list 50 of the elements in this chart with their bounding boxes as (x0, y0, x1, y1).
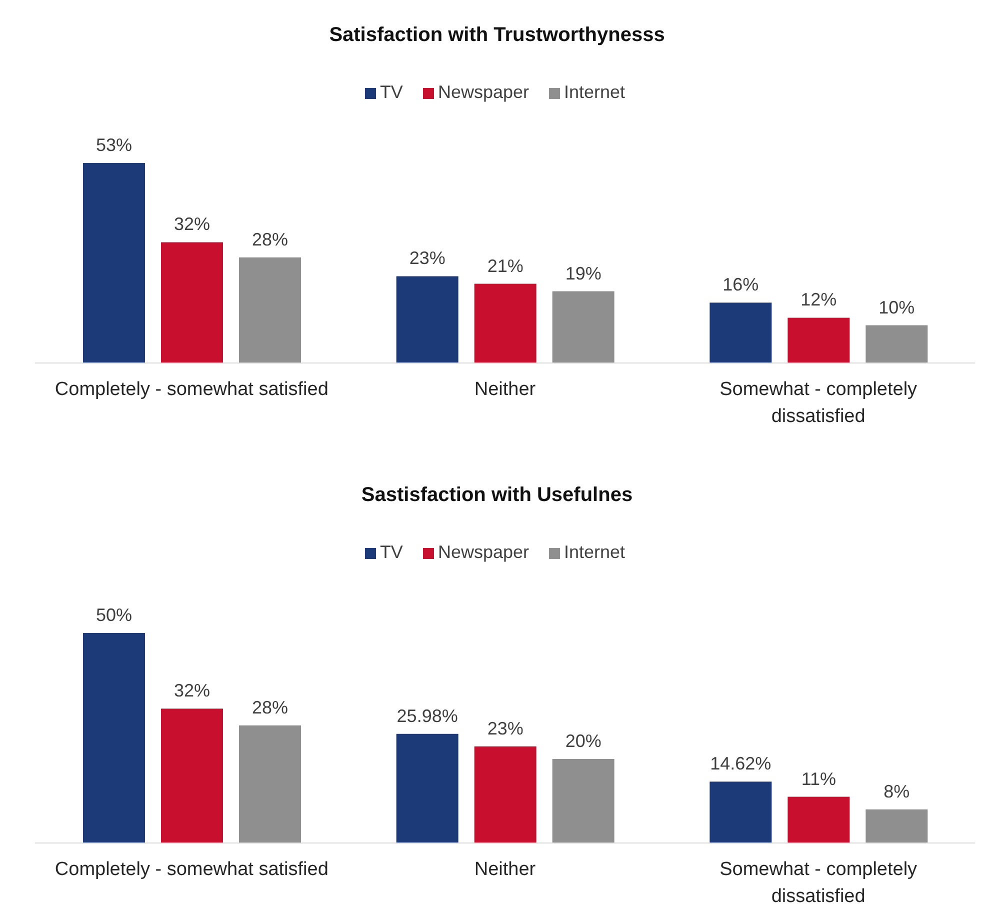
bar (552, 291, 614, 363)
chart-title: Satisfaction with Trustworthynesss (328, 23, 666, 48)
legend-label: Newspaper (438, 542, 529, 562)
bar (396, 734, 458, 843)
bar (396, 276, 458, 363)
data-label: 23% (409, 248, 446, 268)
data-label: 32% (174, 214, 210, 234)
data-label: 32% (174, 680, 210, 701)
data-label: 25.98% (396, 706, 458, 726)
bar (866, 325, 928, 363)
bar (866, 809, 928, 843)
legend-label: TV (380, 82, 403, 102)
data-label: 21% (487, 256, 524, 276)
legend-label: Internet (564, 542, 626, 562)
data-label: 14.62% (710, 754, 772, 774)
data-label: 28% (252, 229, 288, 250)
bar (474, 746, 536, 843)
legend-label: Newspaper (438, 82, 529, 102)
legend-label: Internet (564, 82, 626, 102)
x-tick-label: Somewhat - completely dissatisfied (720, 379, 918, 427)
bar (83, 633, 145, 843)
x-tick-label: Somewhat - completely dissatisfied (720, 859, 918, 907)
bar (788, 796, 850, 843)
x-tick-label: Neither (474, 379, 536, 400)
data-label: 20% (565, 731, 602, 751)
data-label: 50% (96, 605, 132, 625)
bar (239, 725, 301, 843)
bar (710, 302, 772, 363)
bar (161, 242, 223, 363)
legend-label: TV (380, 542, 403, 562)
bar (161, 708, 223, 843)
x-tick-label: Completely - somewhat satisfied (54, 379, 328, 400)
data-label: 23% (487, 718, 524, 738)
bar (788, 318, 850, 363)
bar (474, 284, 536, 363)
bar (83, 163, 145, 363)
data-label: 11% (801, 768, 836, 789)
data-label: 8% (884, 781, 910, 802)
data-label: 28% (252, 697, 288, 718)
chart-title: Sastisfaction with Usefulnes (360, 483, 634, 508)
x-tick-label: Neither (474, 859, 536, 880)
bar (710, 782, 772, 843)
data-label: 19% (565, 263, 602, 284)
bar (239, 257, 301, 363)
data-label: 12% (800, 290, 837, 310)
data-label: 16% (722, 274, 759, 295)
bar (552, 759, 614, 843)
data-label: 53% (96, 135, 132, 155)
data-label: 10% (878, 297, 915, 318)
x-tick-label: Completely - somewhat satisfied (54, 859, 328, 880)
